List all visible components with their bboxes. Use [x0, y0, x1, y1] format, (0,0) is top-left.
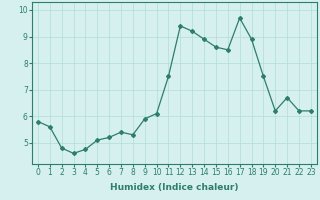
X-axis label: Humidex (Indice chaleur): Humidex (Indice chaleur) [110, 183, 239, 192]
